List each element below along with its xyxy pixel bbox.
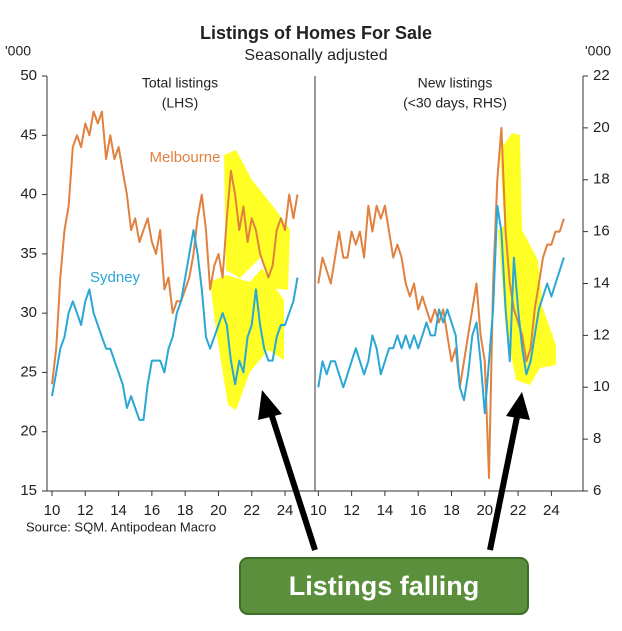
x-tick-label: 18 [443, 502, 460, 519]
y-tick-label: 40 [20, 186, 37, 203]
chart-subtitle: Seasonally adjusted [244, 47, 387, 64]
panel-label: (LHS) [162, 95, 199, 111]
x-tick-label: 20 [210, 502, 227, 519]
y-tick-label: 8 [593, 430, 601, 447]
x-tick-label: 22 [510, 502, 527, 519]
y-tick-label: 22 [593, 67, 610, 84]
series-line [51, 229, 299, 421]
y-tick-label: 45 [20, 126, 37, 143]
x-tick-label: 12 [77, 502, 94, 519]
y-tick-label: 20 [20, 423, 37, 440]
x-tick-label: 14 [110, 502, 127, 519]
y-tick-label: 50 [20, 67, 37, 84]
y-tick-label: 10 [593, 378, 610, 395]
x-tick-label: 22 [243, 502, 260, 519]
chart-title: Listings of Homes For Sale [200, 23, 432, 43]
highlight [498, 220, 556, 385]
y-tick-label: 16 [593, 223, 610, 240]
y-tick-label: 30 [20, 304, 37, 321]
y-tick-label: 20 [593, 119, 610, 136]
arrowhead [258, 390, 282, 420]
legend-label: Sydney [90, 269, 141, 286]
y-tick-label: 25 [20, 363, 37, 380]
arrow [267, 409, 318, 551]
x-tick-label: 10 [44, 502, 61, 519]
arrowhead [506, 392, 530, 420]
x-tick-label: 24 [543, 502, 560, 519]
y-axis-unit: '000 [585, 43, 611, 59]
panel-label: (<30 days, RHS) [403, 95, 507, 111]
series-line [51, 110, 299, 385]
x-tick-label: 16 [144, 502, 161, 519]
annotation-box [239, 557, 529, 615]
plot: '000 Total listings (LHS) 15 20 25 30 35 40 45 50 1… [5, 43, 611, 519]
x-tick-label: 20 [476, 502, 493, 519]
legend-label: Melbourne [150, 149, 221, 166]
arrows [258, 390, 530, 551]
annotation: Listings falling [289, 571, 480, 601]
y-tick-label: 18 [593, 171, 610, 188]
source: Source: SQM. Antipodean Macro [26, 519, 216, 534]
panel-label: Total listings [142, 75, 218, 91]
x-tick-label: 18 [177, 502, 194, 519]
x-tick-label: 16 [410, 502, 427, 519]
arrow [487, 411, 521, 551]
series-line [317, 204, 565, 415]
y-tick-label: 6 [593, 482, 601, 499]
x-tick-label: 24 [277, 502, 294, 519]
panel-label: New listings [418, 75, 493, 91]
y-axis-unit: '000 [5, 43, 31, 59]
y-tick-label: 15 [20, 482, 37, 499]
x-tick-label: 14 [377, 502, 394, 519]
x-tick-label: 10 [310, 502, 327, 519]
y-tick-label: 12 [593, 326, 610, 343]
y-tick-label: 35 [20, 245, 37, 262]
x-tick-label: 12 [343, 502, 360, 519]
y-tick-label: 14 [593, 274, 610, 291]
